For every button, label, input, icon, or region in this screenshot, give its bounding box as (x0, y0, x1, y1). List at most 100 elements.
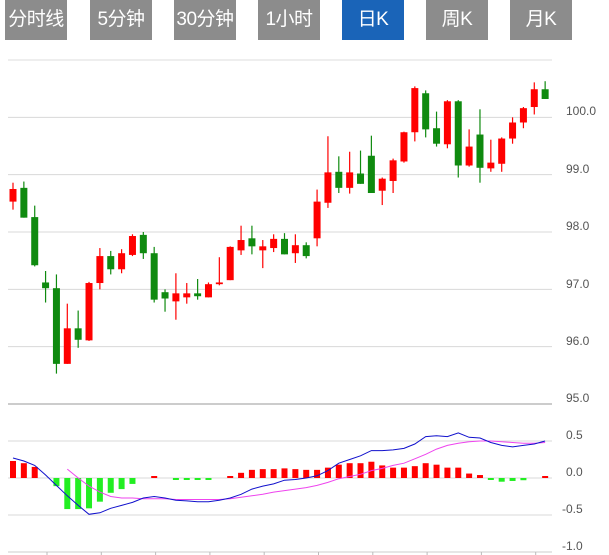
candle-up (411, 88, 419, 133)
histogram-bar-positive (455, 467, 462, 478)
candle-up (259, 246, 267, 251)
histogram-bar-negative (498, 478, 505, 482)
candle-down (248, 238, 256, 247)
histogram-bar-negative (194, 478, 201, 480)
histogram-bar-negative (96, 478, 103, 502)
macd-histogram (10, 460, 549, 510)
candle-up (118, 253, 126, 270)
candle-up (487, 162, 495, 169)
histogram-bar-negative (86, 478, 93, 509)
price-axis: 100.0 99.0 98.0 97.0 96.0 95.0 (566, 104, 596, 405)
histogram-bar-negative (75, 478, 82, 510)
candle-down (541, 89, 549, 99)
candle-up (183, 293, 191, 298)
candle-down (139, 234, 147, 254)
candle-up (270, 238, 278, 249)
candle-up (346, 172, 354, 188)
candle-down (150, 253, 158, 300)
histogram-bar-negative (520, 478, 527, 481)
candle-down (422, 93, 430, 130)
histogram-bar-positive (151, 476, 158, 478)
histogram-bar-negative (205, 478, 212, 480)
candle-down (20, 187, 28, 218)
histogram-bar-negative (64, 478, 71, 510)
candle-down (107, 256, 115, 270)
y-tick-label: 95.0 (566, 391, 590, 405)
histogram-bar-positive (227, 476, 234, 478)
candle-up (237, 240, 245, 251)
histogram-bar-negative (509, 478, 516, 481)
macd-lines (12, 432, 546, 515)
tab-daily-k[interactable]: 日K (342, 0, 404, 40)
histogram-bar-positive (303, 469, 310, 478)
histogram-bar-negative (53, 478, 60, 487)
candle-up (85, 283, 93, 341)
candle-up (63, 328, 71, 364)
tab-30min[interactable]: 30分钟 (174, 0, 236, 40)
candle-up (324, 172, 332, 203)
candle-down (335, 171, 343, 188)
tab-monthly-k[interactable]: 月K (510, 0, 572, 40)
candle-down (74, 328, 82, 340)
histogram-bar-positive (368, 461, 375, 478)
candle-down (194, 293, 202, 297)
candle-up (291, 245, 299, 254)
candle-down (476, 134, 484, 168)
histogram-bar-positive (346, 463, 353, 478)
histogram-bar-positive (444, 467, 451, 478)
candle-down (367, 155, 375, 194)
macd-tick-label: 0.5 (566, 428, 583, 442)
tab-weekly-k[interactable]: 周K (426, 0, 488, 40)
candle-up (389, 160, 397, 181)
histogram-bar-positive (335, 464, 342, 478)
histogram-bar-negative (183, 478, 190, 480)
y-tick-label: 96.0 (566, 334, 590, 348)
histogram-bar-positive (10, 460, 16, 478)
candle-up (9, 189, 17, 202)
candle-up (443, 101, 451, 145)
candle-down (454, 101, 462, 166)
candle-up (498, 138, 506, 164)
histogram-bar-positive (466, 473, 473, 478)
histogram-bar-positive (476, 475, 483, 478)
histogram-bar-negative (107, 478, 114, 493)
histogram-bar-negative (118, 478, 125, 490)
candle-down (302, 245, 310, 257)
tab-minute-line[interactable]: 分时线 (5, 0, 67, 40)
histogram-bar-negative (487, 478, 494, 480)
histogram-bar-negative (172, 478, 179, 480)
tab-5min[interactable]: 5分钟 (90, 0, 152, 40)
macd-axis: 0.5 0.0 -0.5 -1.0 (562, 428, 583, 553)
candle-up (465, 146, 473, 166)
histogram-bar-positive (31, 466, 38, 478)
y-tick-label: 99.0 (566, 162, 590, 176)
histogram-bar-negative (129, 478, 136, 484)
candle-down (281, 238, 288, 255)
histogram-bar-positive (357, 463, 364, 478)
histogram-bar-positive (314, 469, 321, 478)
macd-tick-label: -1.0 (562, 539, 583, 553)
candle-up (226, 246, 234, 281)
tab-1hour[interactable]: 1小时 (258, 0, 320, 40)
y-tick-label: 100.0 (566, 104, 596, 118)
histogram-bar-positive (270, 469, 277, 478)
candles (9, 81, 549, 374)
period-tabs: 分时线 5分钟 30分钟 1小时 日K 周K 月K (0, 0, 609, 40)
candle-down (31, 217, 39, 266)
candle-up (204, 284, 212, 298)
candle-down (161, 292, 169, 299)
histogram-bar-positive (422, 463, 429, 478)
candle-up (509, 122, 517, 139)
candle-up (215, 282, 223, 285)
histogram-bar-positive (292, 469, 299, 478)
histogram-bar-positive (238, 472, 245, 478)
histogram-bar-positive (400, 467, 407, 478)
histogram-bar-positive (433, 464, 440, 478)
histogram-bar-positive (411, 466, 418, 478)
histogram-bar-positive (542, 476, 549, 478)
candle-down (357, 173, 365, 184)
candle-up (378, 178, 386, 191)
dea-line (66, 440, 546, 500)
histogram-bar-positive (20, 463, 27, 478)
